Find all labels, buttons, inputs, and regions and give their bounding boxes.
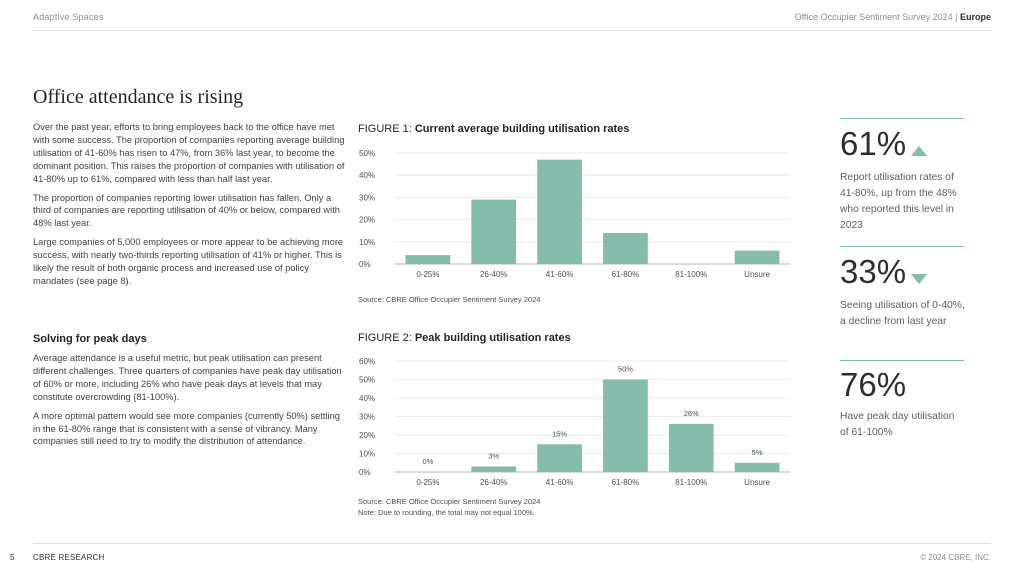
y-tick-label: 50% [359,149,375,158]
footer-divider [33,543,991,544]
y-tick-label: 30% [359,413,375,422]
y-tick-label: 0% [359,468,371,477]
data-label: 26% [684,409,699,418]
header-divider [33,30,991,31]
stat-divider [840,118,964,119]
stat-value: 76% [840,366,907,403]
bar [405,255,451,264]
stat-76: 76% Have peak day utilisation of 61-100% [840,367,965,441]
header-report-name: Office Occupier Sentiment Survey 2024 | [794,12,960,22]
x-tick-label: 81-100% [675,478,707,487]
figure2-chart: 0% 10% 20% 30% 40% 50% 60% 0-25% 0% 26-40% 3% 41-60… [359,357,790,487]
x-tick-label: 26-40% [480,270,508,279]
y-tick-label: 20% [359,431,375,440]
bar [537,444,582,472]
paragraph-5: A more optimal pattern would see more co… [33,410,340,447]
bar [603,379,648,472]
x-tick-label: 41-60% [546,270,574,279]
data-label: 0% [422,457,433,466]
y-tick-label: 10% [359,450,375,459]
header-section-label: Adaptive Spaces [33,12,104,22]
x-tick-label: Unsure [744,270,770,279]
stat-divider [840,246,964,247]
y-tick-label: 50% [359,376,375,385]
data-label: 3% [488,451,499,460]
figure2-title: FIGURE 2: Peak building utilisation rate… [358,332,571,344]
figure2-source: Source: CBRE Office Occupier Sentiment S… [358,497,541,506]
stat-61: 61% Report utilisation rates of 41-80%, … [840,126,965,233]
data-label: 15% [552,429,567,438]
figure1-title: FIGURE 1: Current average building utili… [358,123,629,135]
stat-description: Report utilisation rates of 41-80%, up f… [840,172,957,231]
bar [734,462,780,472]
x-tick-label: 61-80% [612,270,640,279]
y-tick-label: 20% [359,216,375,225]
figure2-note: Note: Due to rounding, the total may not… [358,508,535,517]
stat-description: Have peak day utilisation of 61-100% [840,411,955,438]
figure2-notes: Source: CBRE Office Occupier Sentiment S… [358,496,540,518]
paragraph-1: Over the past year, efforts to bring emp… [33,122,345,184]
figure1-chart: 0% 10% 20% 30% 40% 50% 0-25% 26-40% 41-60% 61-80%… [359,149,790,279]
x-tick-label: 41-60% [546,478,574,487]
figure2-label: FIGURE 2: [358,332,415,344]
x-tick-label: 81-100% [675,270,707,279]
paragraph-3: Large companies of 5,000 employees or mo… [33,237,344,286]
y-tick-label: 60% [359,357,375,366]
footer-brand: CBRE RESEARCH [33,553,105,562]
y-tick-label: 10% [359,238,375,247]
figure1-label: FIGURE 1: [358,123,415,135]
x-tick-label: 61-80% [612,478,640,487]
bar [471,466,517,472]
stat-description: Seeing utilisation of 0-40%, a decline f… [840,300,965,328]
data-label: 50% [618,365,633,374]
x-tick-label: 0-25% [416,478,439,487]
header-report-title: Office Occupier Sentiment Survey 2024 | … [795,12,991,22]
peak-text: Average attendance is a useful metric, b… [33,352,345,454]
stat-33: 33% Seeing utilisation of 0-40%, a decli… [840,254,965,330]
page-title: Office attendance is rising [33,86,244,108]
subheading-peak-days: Solving for peak days [33,333,147,345]
bar [734,250,780,264]
data-label: 5% [752,448,763,457]
x-tick-label: Unsure [744,478,770,487]
figure1-source: Source: CBRE Office Occupier Sentiment S… [358,295,541,304]
paragraph-2: The proportion of companies reporting lo… [33,192,340,229]
x-tick-label: 26-40% [480,478,508,487]
bar [603,232,648,264]
arrow-down-icon [910,256,928,292]
y-tick-label: 40% [359,171,375,180]
page-number: 5 [10,553,15,562]
figure1-name: Current average building utilisation rat… [414,123,630,135]
arrow-up-icon [910,128,928,164]
x-tick-label: 0-25% [416,270,439,279]
bar [668,423,714,472]
stat-value: 61% [840,126,965,164]
bar [471,199,517,264]
y-tick-label: 40% [359,394,375,403]
bar [537,159,582,264]
stat-divider [840,360,964,361]
paragraph-4: Average attendance is a useful metric, b… [33,353,342,402]
intro-text: Over the past year, efforts to bring emp… [33,121,345,294]
stat-value: 33% [840,254,965,292]
footer-copyright: © 2024 CBRE, INC. [920,553,991,562]
header-region: Europe [959,12,991,22]
y-tick-label: 0% [359,260,371,269]
y-tick-label: 30% [359,193,375,202]
figure2-name: Peak building utilisation rates [414,332,571,344]
